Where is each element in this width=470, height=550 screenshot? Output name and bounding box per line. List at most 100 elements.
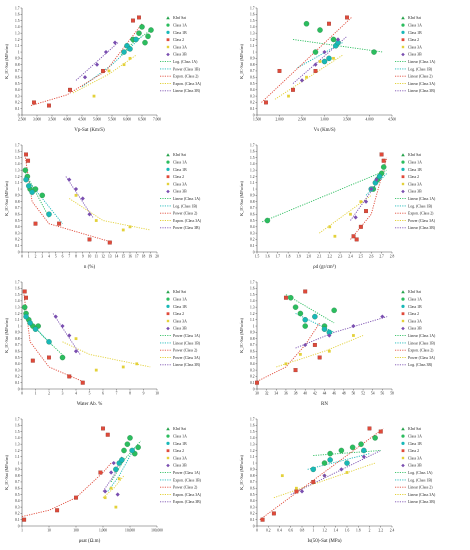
data-point-class-3b xyxy=(339,467,344,472)
x-tick-label: 0.8 xyxy=(300,529,305,533)
legend-entry: Power (Class 3B) xyxy=(160,226,201,230)
trendline-class-1a xyxy=(262,169,387,223)
legend-entry: Power (Class 1B) xyxy=(160,67,201,71)
y-tick-label: 0.8 xyxy=(15,337,20,341)
legend-marker xyxy=(401,297,405,301)
y-tick-label: 0.6 xyxy=(250,487,255,491)
legend-entry: Linear (Class 1A) xyxy=(395,334,436,338)
legend-entry: Class 2 xyxy=(401,312,419,316)
y-tick-label: 1 xyxy=(253,461,255,465)
x-tick-label: 1.5 xyxy=(255,255,260,259)
x-tick-label: 1.6 xyxy=(345,529,350,533)
data-point-class-3a xyxy=(109,486,113,490)
legend-label: Class 3B xyxy=(173,53,187,57)
data-point-class-2 xyxy=(351,234,356,239)
y-tick-label: 0.6 xyxy=(15,487,20,491)
y-tick-label: 1.1 xyxy=(250,318,255,322)
y-tick-label: 0.8 xyxy=(250,63,255,67)
x-tick-label: 2.7 xyxy=(379,255,384,259)
data-point-class-2 xyxy=(47,355,51,360)
data-point-class-1a xyxy=(264,217,271,224)
data-point-class-2 xyxy=(345,15,349,20)
legend-label: Log. (Class 3B) xyxy=(408,363,433,367)
legend-label: Log. (Class 1B) xyxy=(408,67,433,71)
y-axis-title: K_IC-Sat (MPa√m) xyxy=(239,180,244,216)
data-point-class-2 xyxy=(105,432,110,437)
legend-label: Power (Class 2) xyxy=(173,486,198,490)
data-point-class-1a xyxy=(142,39,148,46)
y-tick-label: 0.4 xyxy=(15,88,20,92)
legend-entry: Linear (Class 1B) xyxy=(160,341,201,345)
legend-entry: Linear (Class 3B) xyxy=(395,500,436,504)
y-tick-label: 0.5 xyxy=(250,356,255,360)
legend-label: Class 1A xyxy=(173,435,187,439)
data-point-class-2 xyxy=(271,511,276,516)
data-point-class-1a xyxy=(148,27,154,33)
legend-marker xyxy=(401,326,405,331)
trendline-class-3a xyxy=(72,54,137,94)
legend-label: Class 3B xyxy=(173,464,187,468)
data-point-class-2 xyxy=(260,517,265,522)
legend-label: Class 1B xyxy=(408,305,422,309)
data-point-class-2 xyxy=(131,18,135,23)
x-tick-label: 10 xyxy=(47,529,51,533)
data-point-class-2 xyxy=(24,152,28,157)
data-point-class-3a xyxy=(318,60,322,63)
legend-marker xyxy=(166,304,170,308)
data-point-class-1a xyxy=(135,444,141,451)
data-point-class-3a xyxy=(135,362,139,366)
y-tick-label: 1.6 xyxy=(250,13,255,17)
y-tick-label: 1.6 xyxy=(250,287,255,291)
y-tick-label: 1.4 xyxy=(15,299,20,303)
legend-entry: Class 1A xyxy=(401,434,422,439)
data-point-class-2 xyxy=(67,374,72,379)
x-tick-label: 7 xyxy=(68,255,70,259)
legend-entry: Expon. (Class 2) xyxy=(395,349,434,353)
x-tick-label: 5.000 xyxy=(93,118,101,122)
data-point-class-3b xyxy=(322,473,327,478)
legend-entry: Power (Class 2) xyxy=(160,212,198,216)
y-tick-label: 1.4 xyxy=(250,162,255,166)
x-tick-label: 18 xyxy=(142,255,146,259)
data-point-class-1a xyxy=(145,33,151,40)
x-tick-label: 1.6 xyxy=(265,255,270,259)
y-tick-label: 1.1 xyxy=(15,44,20,48)
x-tick-label: 32 xyxy=(265,392,269,396)
x-tick-label: 1 xyxy=(28,255,30,259)
y-tick-label: 1.7 xyxy=(15,417,20,421)
data-point-class-2 xyxy=(57,221,62,226)
data-point-class-1b xyxy=(321,58,328,65)
y-tick-label: 0.5 xyxy=(15,219,20,223)
legend-entry: Power (Class 1A) xyxy=(160,471,201,475)
data-point-class-1b xyxy=(129,447,135,454)
x-tick-label: 1 xyxy=(312,529,314,533)
y-tick-label: 1 xyxy=(253,324,255,328)
legend-entry: Linear (Class 3B) xyxy=(160,89,201,93)
legend-marker xyxy=(401,189,405,194)
trendline-class-3b xyxy=(295,316,388,349)
trendline-class-2 xyxy=(350,157,388,240)
y-tick-label: 0.7 xyxy=(250,480,255,484)
data-point-class-3a xyxy=(349,212,352,216)
data-point-class-3b xyxy=(115,492,120,497)
legend-entry: Class 3B xyxy=(166,463,187,468)
x-tick-label: 0.4 xyxy=(277,529,282,533)
y-tick-label: 0.2 xyxy=(15,375,20,379)
data-point-class-1a xyxy=(312,49,319,55)
y-tick-label: 0 xyxy=(253,524,255,528)
legend-label: Power (Class 1A) xyxy=(173,471,201,475)
legend-marker xyxy=(401,160,405,164)
y-tick-label: 0 xyxy=(253,387,255,391)
legend-entry: Class 3B xyxy=(166,189,187,194)
y-tick-label: 1 xyxy=(253,50,255,54)
x-tick-label: 13 xyxy=(108,255,112,259)
x-tick-label: 3 xyxy=(41,255,43,259)
x-tick-label: 7.000 xyxy=(153,118,161,122)
legend-label: Class 1A xyxy=(173,161,187,165)
x-tick-label: 2.5 xyxy=(359,255,364,259)
legend-marker xyxy=(401,312,405,316)
y-axis-title: K_IC-Sat (MPa√m) xyxy=(239,454,244,490)
legend-label: Class 2 xyxy=(408,312,419,316)
x-tick-label: 2.4 xyxy=(348,255,353,259)
data-point-class-3b xyxy=(363,199,369,204)
